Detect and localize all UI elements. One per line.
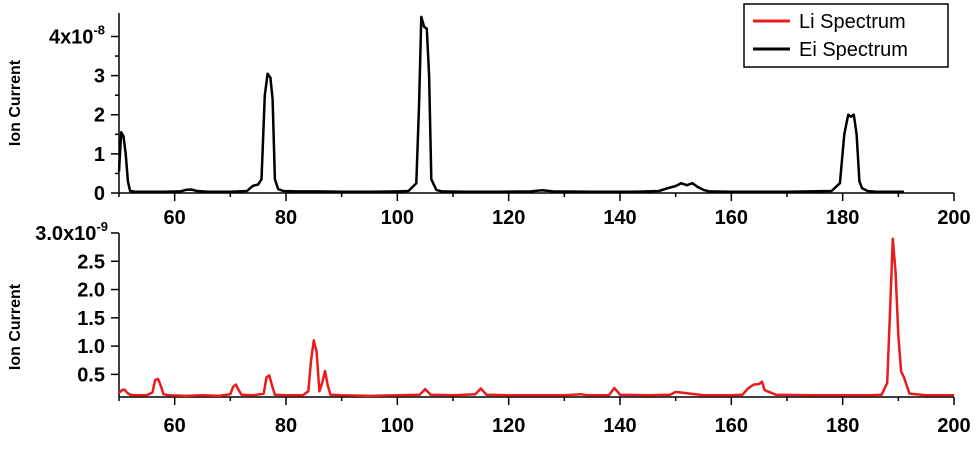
- legend-box: [743, 3, 949, 68]
- y-tick-label: 0.5: [77, 364, 105, 386]
- y-tick-label: 2.5: [77, 251, 105, 273]
- legend-label-ei: Ei Spectrum: [799, 39, 908, 61]
- y-tick-label: 1.5: [77, 308, 105, 330]
- top-ticks: [111, 35, 955, 201]
- x-tick-label: 60: [164, 207, 186, 229]
- top-y-multiplier: 4x10-8: [49, 22, 105, 48]
- y-tick-label: 3: [94, 66, 105, 88]
- x-tick-label: 60: [164, 415, 186, 437]
- y-tick-label: 1: [94, 144, 105, 166]
- y-tick-label: 1.0: [77, 336, 105, 358]
- bottom-y-axis-title: Ion Current: [7, 283, 24, 370]
- bottom-ticks: [111, 232, 955, 405]
- bottom-y-multiplier-exponent: -9: [96, 219, 108, 234]
- li-spectrum-panel: 60 80 100 120 140 160 180 200 0.5 1.0 1.5 2.0 2.5 I…: [7, 219, 971, 437]
- top-y-axis-title: Ion Current: [7, 59, 24, 146]
- ei-spectrum-line: [117, 15, 904, 194]
- top-y-multiplier-base: x10: [60, 26, 93, 48]
- bottom-x-tick-labels: 60 80 100 120 140 160 180 200: [164, 415, 971, 437]
- x-tick-label: 120: [492, 207, 525, 229]
- legend: Li Spectrum Ei Spectrum: [743, 3, 949, 68]
- y-tick-label: 2.0: [77, 280, 105, 302]
- legend-label-li: Li Spectrum: [799, 11, 906, 33]
- bottom-y-multiplier-base: x10: [63, 223, 96, 245]
- x-tick-label: 180: [826, 207, 859, 229]
- x-tick-label: 140: [603, 415, 636, 437]
- x-tick-label: 160: [715, 415, 748, 437]
- bottom-y-tick-labels: 0.5 1.0 1.5 2.0 2.5: [77, 251, 105, 386]
- li-spectrum-line: [118, 237, 954, 398]
- x-tick-label: 120: [492, 415, 525, 437]
- x-tick-label: 140: [603, 207, 636, 229]
- x-tick-label: 200: [937, 207, 970, 229]
- x-tick-label: 200: [937, 415, 970, 437]
- x-tick-label: 100: [381, 207, 414, 229]
- x-tick-label: 100: [381, 415, 414, 437]
- top-y-tick-labels: 0 1 2 3: [94, 66, 105, 205]
- top-x-tick-labels: 60 80 100 120 140 160 180 200: [164, 207, 971, 229]
- x-tick-label: 80: [275, 207, 297, 229]
- top-y-multiplier-exponent: -8: [93, 22, 105, 37]
- x-tick-label: 80: [275, 415, 297, 437]
- y-tick-label: 0: [94, 183, 105, 205]
- x-tick-label: 160: [715, 207, 748, 229]
- bottom-y-multiplier: 3.0x10-9: [35, 219, 108, 245]
- y-tick-label: 2: [94, 105, 105, 127]
- x-tick-label: 180: [826, 415, 859, 437]
